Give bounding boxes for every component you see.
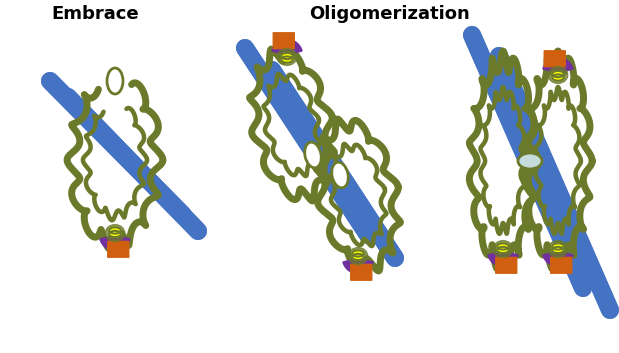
Wedge shape [343, 258, 373, 274]
Ellipse shape [277, 48, 297, 65]
FancyBboxPatch shape [544, 51, 565, 67]
Ellipse shape [352, 250, 364, 257]
Ellipse shape [105, 225, 125, 241]
FancyBboxPatch shape [273, 33, 294, 49]
Ellipse shape [548, 66, 568, 83]
FancyBboxPatch shape [108, 241, 129, 257]
Text: Embrace: Embrace [51, 5, 139, 23]
Ellipse shape [548, 241, 568, 257]
Wedge shape [100, 235, 130, 251]
Wedge shape [543, 251, 573, 267]
Ellipse shape [497, 243, 509, 250]
Ellipse shape [552, 71, 564, 77]
Ellipse shape [107, 68, 123, 94]
Ellipse shape [332, 162, 348, 188]
Ellipse shape [352, 254, 364, 260]
Ellipse shape [552, 247, 564, 253]
Ellipse shape [497, 247, 509, 253]
Ellipse shape [281, 53, 293, 59]
Wedge shape [488, 251, 518, 267]
Ellipse shape [552, 74, 564, 81]
FancyBboxPatch shape [351, 264, 372, 280]
Ellipse shape [109, 227, 121, 234]
Ellipse shape [281, 56, 293, 63]
FancyBboxPatch shape [496, 257, 517, 273]
Ellipse shape [552, 243, 564, 250]
Text: Oligomerization: Oligomerization [310, 5, 470, 23]
Wedge shape [272, 40, 302, 55]
Ellipse shape [305, 142, 321, 168]
Ellipse shape [493, 241, 513, 257]
Ellipse shape [348, 247, 368, 264]
Ellipse shape [109, 231, 121, 237]
FancyBboxPatch shape [551, 257, 572, 273]
Wedge shape [543, 58, 573, 73]
Ellipse shape [518, 153, 542, 169]
